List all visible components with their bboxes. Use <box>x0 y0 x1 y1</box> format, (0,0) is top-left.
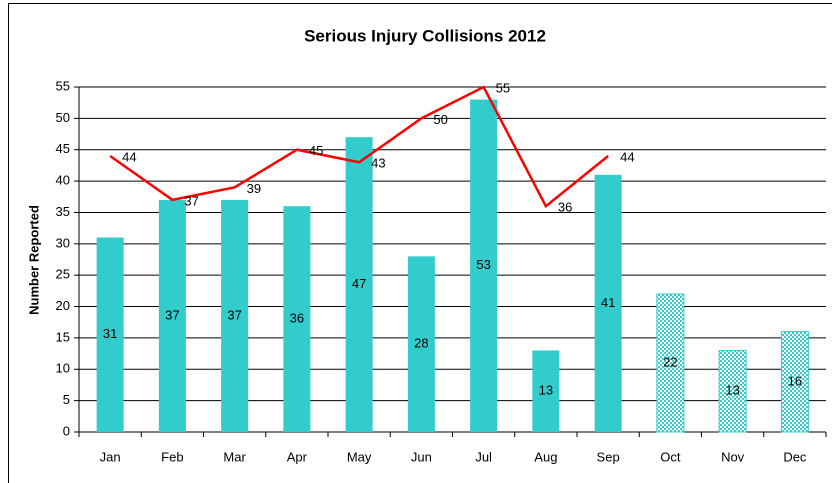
x-tick-label: Nov <box>721 449 745 464</box>
bar <box>718 349 747 433</box>
bar-value-label: 22 <box>663 354 677 369</box>
y-tick-label: 10 <box>56 361 70 376</box>
line <box>109 85 609 209</box>
x-tick-label: Sep <box>597 449 620 464</box>
y-tick-label: 5 <box>63 392 70 407</box>
x-tick-label: Dec <box>783 449 807 464</box>
bar-value-label: 13 <box>725 383 739 398</box>
bar-value-label: 28 <box>414 336 428 351</box>
y-tick-label: 50 <box>56 110 70 125</box>
y-tick-label: 0 <box>63 423 70 438</box>
bar-value-label: 16 <box>788 373 802 388</box>
line-value-label: 50 <box>433 112 447 127</box>
line-value-label: 43 <box>371 156 385 171</box>
y-tick-label: 20 <box>56 298 70 313</box>
bar <box>532 350 560 432</box>
x-tick-label: Aug <box>534 449 557 464</box>
x-tick-label: Feb <box>161 449 183 464</box>
x-tick-label: Mar <box>223 449 246 464</box>
y-tick-label: 30 <box>56 235 70 250</box>
bar <box>283 206 311 432</box>
y-tick-label: 15 <box>56 329 70 344</box>
bar-value-label: 13 <box>539 383 553 398</box>
x-tick-label: Jan <box>100 449 121 464</box>
bar <box>594 174 622 432</box>
bar <box>470 99 498 432</box>
bar-value-label: 37 <box>165 307 179 322</box>
line-value-label: 44 <box>620 149 634 164</box>
bar <box>345 137 373 432</box>
x-tick-label: Apr <box>287 449 308 464</box>
line-value-label: 45 <box>309 143 323 158</box>
bar-value-label: 53 <box>476 257 490 272</box>
line-value-label: 55 <box>496 80 510 95</box>
bar <box>407 256 435 432</box>
bar <box>158 199 186 432</box>
x-tick-label: Jul <box>475 449 492 464</box>
line-value-label: 44 <box>122 149 136 164</box>
bar <box>221 199 249 432</box>
bar <box>656 293 685 433</box>
bar-value-label: 36 <box>290 311 304 326</box>
bar <box>96 237 124 432</box>
line-value-label: 36 <box>558 200 572 215</box>
y-tick-label: 40 <box>56 173 70 188</box>
y-tick-label: 35 <box>56 204 70 219</box>
x-tick-label: May <box>347 449 372 464</box>
y-tick-label: 45 <box>56 141 70 156</box>
line-value-label: 37 <box>184 193 198 208</box>
bar-value-label: 31 <box>103 326 117 341</box>
y-tick-label: 55 <box>56 78 70 93</box>
x-tick-label: Oct <box>660 449 681 464</box>
bar-value-label: 47 <box>352 276 366 291</box>
x-tick-label: Jun <box>411 449 432 464</box>
y-axis-label: Number Reported <box>26 205 41 315</box>
line-value-label: 39 <box>247 181 261 196</box>
bar-value-label: 41 <box>601 295 615 310</box>
y-tick-label: 25 <box>56 267 70 282</box>
chart-title: Serious Injury Collisions 2012 <box>304 26 546 45</box>
bar <box>780 331 809 433</box>
bar-value-label: 37 <box>227 307 241 322</box>
